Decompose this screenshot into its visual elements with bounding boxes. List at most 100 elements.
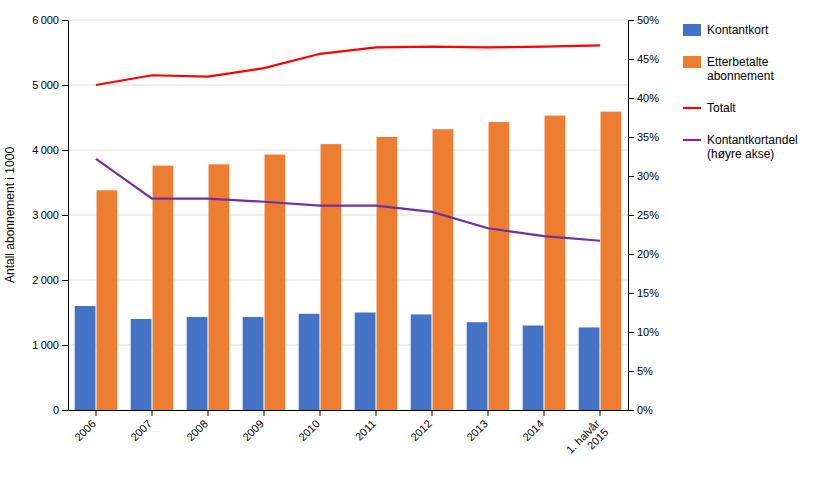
bar	[523, 326, 544, 411]
grid-line	[68, 215, 628, 216]
text-line: 2010	[296, 417, 322, 443]
tick-mark	[208, 410, 209, 416]
tick-mark	[62, 20, 68, 21]
tick-mark	[628, 20, 634, 21]
tick-mark	[628, 254, 634, 255]
text-line: abonnement	[707, 69, 774, 83]
tick-label: 35%	[637, 131, 659, 143]
tick-mark	[628, 332, 634, 333]
grid-line	[68, 345, 628, 346]
tick-label: 5 000	[32, 79, 59, 91]
tick-mark	[320, 410, 321, 416]
tick-mark	[62, 280, 68, 281]
text-line: 2006	[72, 417, 98, 443]
axis-title: Antall abonnement i 1000	[3, 147, 17, 283]
legend-label: Totalt	[707, 101, 736, 115]
axis-line	[629, 21, 635, 411]
tick-label: 1. halvår2015	[564, 417, 611, 464]
tick: 5 000	[32, 79, 68, 91]
tick-mark	[628, 293, 634, 294]
bar	[97, 190, 118, 410]
tick-mark	[628, 98, 634, 99]
tick: 2008	[184, 410, 210, 443]
tick: 2014	[520, 410, 546, 443]
text-line: 2015	[585, 426, 611, 452]
tick: 50%	[628, 14, 659, 26]
tick: 2013	[464, 410, 490, 443]
tick-mark	[628, 371, 634, 372]
tick-label: 2006	[72, 417, 98, 443]
tick-mark	[432, 410, 433, 416]
text-line: 2009	[240, 417, 266, 443]
tick-label: 2011	[353, 417, 378, 442]
tick-label: 45%	[637, 53, 659, 65]
tick-label: 10%	[637, 326, 659, 338]
tick-label: 2010	[296, 417, 322, 443]
tick-label: 0	[53, 404, 59, 416]
axis-line	[62, 21, 69, 411]
tick-label: 2008	[184, 417, 210, 443]
tick-label: 1 000	[32, 339, 59, 351]
tick-mark	[264, 410, 265, 416]
tick-mark	[152, 410, 153, 416]
legend-swatch	[683, 24, 701, 36]
text-line: Etterbetalte	[707, 55, 769, 69]
tick: 25%	[628, 209, 659, 221]
tick-label: 2013	[464, 417, 490, 443]
bar	[579, 327, 600, 410]
tick-mark	[488, 410, 489, 416]
tick: 2010	[296, 410, 322, 443]
plot-area: 2006 2007 2008 2009 2010 2011 2012 2013 2014 1. h…	[3, 14, 659, 464]
tick-label: 20%	[637, 248, 659, 260]
bar	[321, 144, 342, 410]
tick: 2007	[128, 410, 154, 443]
grid-line	[68, 150, 628, 151]
bar-series	[97, 112, 622, 410]
tick: 2 000	[32, 274, 68, 286]
tick-label: 15%	[637, 287, 659, 299]
legend-item: Kontantkort	[683, 23, 769, 37]
text-line: Kontantkortandel	[707, 133, 798, 147]
x-axis: 2006 2007 2008 2009 2010 2011 2012 2013 2014 1. h…	[69, 410, 629, 464]
tick-label: 2009	[240, 417, 266, 443]
legend-swatch	[683, 56, 701, 68]
tick: 40%	[628, 92, 659, 104]
tick-label: 3 000	[32, 209, 59, 221]
tick-label: 2007	[128, 417, 154, 443]
tick: 15%	[628, 287, 659, 299]
bar	[489, 122, 510, 410]
tick: 6 000	[32, 14, 68, 26]
bar	[433, 129, 454, 410]
line	[96, 45, 600, 85]
tick-mark	[600, 410, 601, 416]
tick-label: 2014	[520, 417, 546, 443]
tick: 1 000	[32, 339, 68, 351]
tick-label: 6 000	[32, 14, 59, 26]
text-line: 2008	[184, 417, 210, 443]
legend-label: Etterbetalteabonnement	[707, 55, 774, 83]
tick: 5%	[628, 365, 653, 377]
text-line: 2007	[128, 417, 154, 443]
text-line: Totalt	[707, 101, 736, 115]
text-line: 2012	[408, 417, 434, 443]
bar	[355, 313, 376, 411]
tick: 1. halvår2015	[564, 410, 611, 464]
tick-mark	[628, 137, 634, 138]
tick: 2006	[72, 410, 98, 443]
bar	[299, 314, 320, 410]
text-line: (høyre akse)	[707, 147, 774, 161]
bar	[153, 166, 174, 410]
bar	[131, 319, 152, 410]
bar	[545, 116, 566, 410]
legend-label: Kontantkort	[707, 23, 769, 37]
tick-label: 2 000	[32, 274, 59, 286]
tick-label: 30%	[637, 170, 659, 182]
tick-label: 0%	[637, 404, 653, 416]
legend-swatch	[683, 107, 701, 109]
tick-mark	[628, 215, 634, 216]
tick: 10%	[628, 326, 659, 338]
tick-label: 2012	[408, 417, 434, 443]
bar	[411, 314, 432, 410]
tick-label: 40%	[637, 92, 659, 104]
tick: 35%	[628, 131, 659, 143]
